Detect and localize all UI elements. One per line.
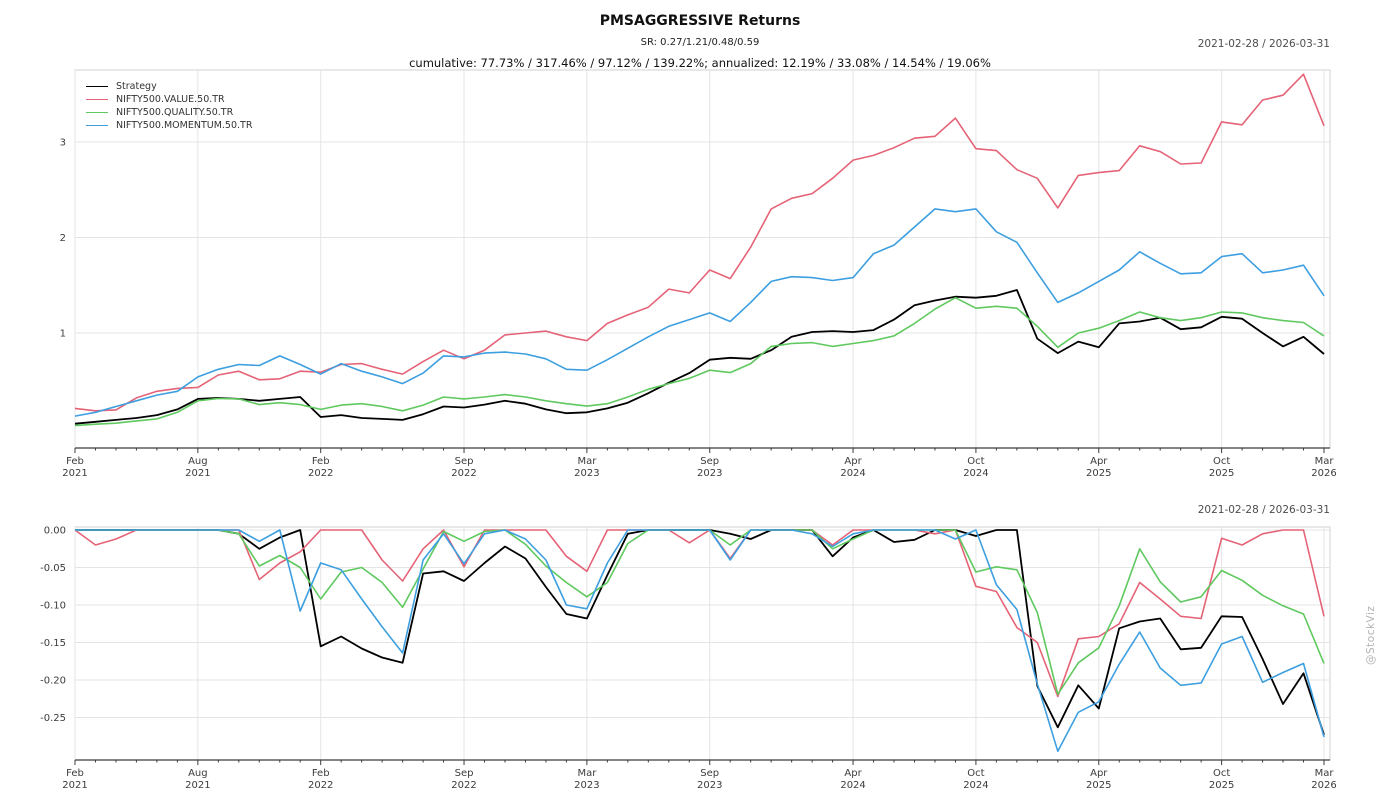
x-tick-label: Oct 2024: [963, 768, 988, 791]
legend-label: NIFTY500.VALUE.50.TR: [116, 94, 225, 105]
y-tick-label: -0.10: [40, 601, 66, 612]
y-tick-label: 3: [60, 138, 66, 149]
legend-label: Strategy: [116, 81, 157, 92]
cumulative-annualized-stats: cumulative: 77.73% / 317.46% / 97.12% / …: [409, 56, 991, 70]
series-line-quality: [75, 529, 1325, 696]
x-tick-label: Apr 2024: [840, 456, 865, 479]
plot-frame: [74, 69, 1331, 449]
sharpe-ratio-subtitle: SR: 0.27/1.21/0.48/0.59: [640, 37, 760, 48]
series-line-momentum: [75, 529, 1325, 753]
x-tick-label: Sep 2022: [451, 456, 476, 479]
x-tick-label: Apr 2025: [1086, 456, 1111, 479]
legend-item-momentum: NIFTY500.MOMENTUM.50.TR: [86, 119, 252, 132]
date-range-bottom: 2021-02-28 / 2026-03-31: [1197, 504, 1330, 516]
y-tick-label: 0.00: [44, 526, 66, 537]
legend-label: NIFTY500.MOMENTUM.50.TR: [116, 120, 253, 131]
legend-label: NIFTY500.QUALITY.50.TR: [116, 107, 234, 118]
x-tick-label: Aug 2021: [185, 456, 210, 479]
page-title: PMSAGGRESSIVE Returns: [599, 13, 801, 29]
date-range-top: 2021-02-28 / 2026-03-31: [1197, 38, 1330, 50]
series-line-momentum: [74, 208, 1325, 417]
x-tick-label: Mar 2023: [574, 456, 599, 479]
x-tick-label: Feb 2021: [62, 456, 87, 479]
momentum-line-swatch: [86, 125, 108, 126]
x-tick-label: Feb 2021: [62, 768, 87, 791]
x-tick-label: Aug 2021: [185, 768, 210, 791]
x-tick-label: Sep 2023: [697, 456, 722, 479]
x-tick-label: Feb 2022: [308, 456, 333, 479]
value-line-swatch: [86, 99, 108, 100]
y-tick-label: 1: [60, 329, 66, 340]
chart-legend: Strategy NIFTY500.VALUE.50.TR NIFTY500.Q…: [86, 80, 252, 132]
x-tick-label: Mar 2026: [1311, 768, 1336, 791]
series-line-value: [74, 73, 1325, 412]
x-tick-label: Mar 2023: [574, 768, 599, 791]
plot-frame: [74, 526, 1331, 761]
strategy-line-swatch: [86, 86, 108, 87]
x-tick-label: Oct 2024: [963, 456, 988, 479]
x-tick-label: Mar 2026: [1311, 456, 1336, 479]
quality-line-swatch: [86, 112, 108, 113]
legend-item-quality: NIFTY500.QUALITY.50.TR: [86, 106, 252, 119]
x-tick-label: Sep 2023: [697, 768, 722, 791]
series-line-strategy: [74, 289, 1325, 425]
legend-item-value: NIFTY500.VALUE.50.TR: [86, 93, 252, 106]
series-line-strategy: [75, 529, 1325, 736]
x-tick-label: Sep 2022: [451, 768, 476, 791]
series-line-quality: [74, 296, 1325, 427]
x-tick-label: Oct 2025: [1209, 456, 1234, 479]
x-tick-label: Apr 2024: [840, 768, 865, 791]
y-tick-label: -0.20: [40, 676, 66, 687]
x-tick-label: Apr 2025: [1086, 768, 1111, 791]
stockviz-watermark: @StockViz: [1365, 605, 1377, 665]
y-tick-label: -0.05: [40, 563, 66, 574]
legend-item-strategy: Strategy: [86, 80, 252, 93]
x-tick-label: Feb 2022: [308, 768, 333, 791]
y-tick-label: 2: [60, 233, 66, 244]
y-tick-label: -0.15: [40, 638, 66, 649]
series-line-value: [74, 529, 1325, 698]
x-tick-label: Oct 2025: [1209, 768, 1234, 791]
y-tick-label: -0.25: [40, 713, 66, 724]
